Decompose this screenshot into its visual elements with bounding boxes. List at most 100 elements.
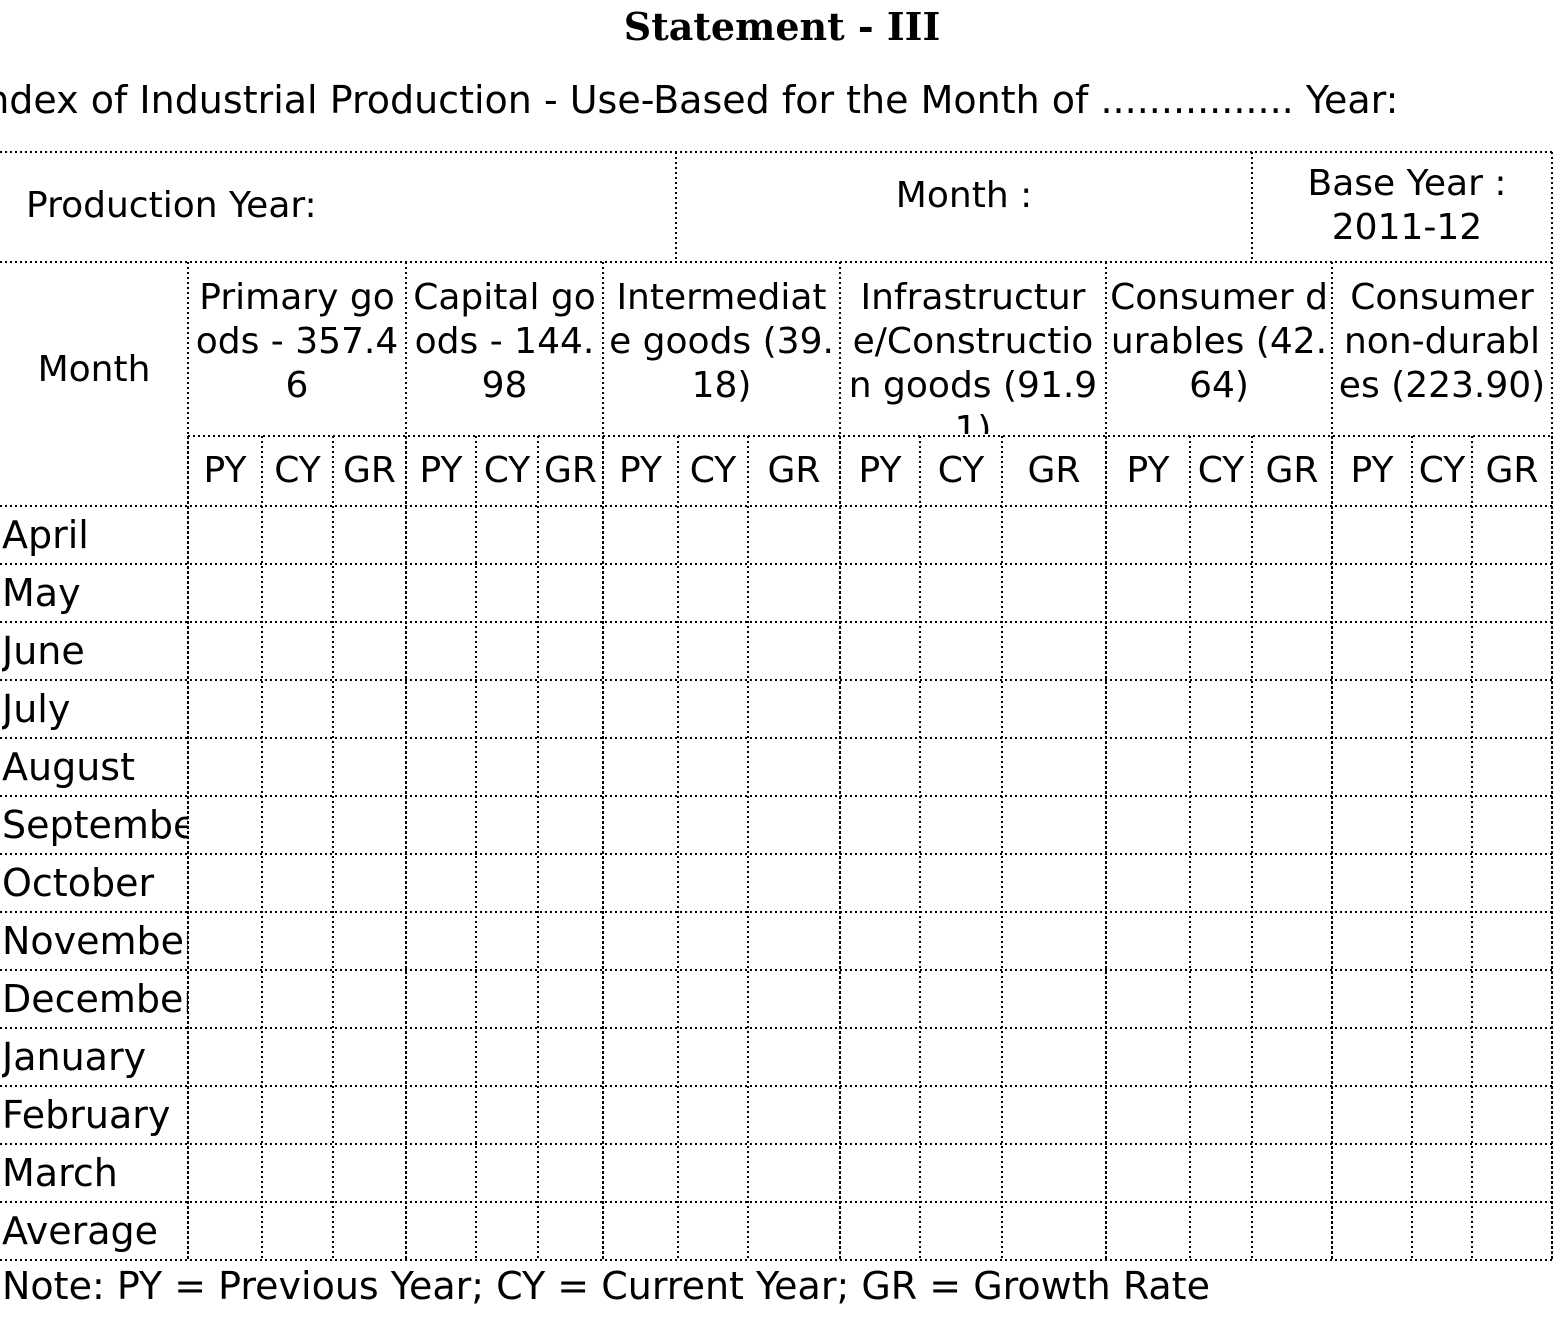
data-cell[interactable]	[476, 970, 538, 1028]
data-cell[interactable]	[1106, 912, 1190, 970]
data-cell[interactable]	[1106, 854, 1190, 912]
data-cell[interactable]	[920, 796, 1002, 854]
data-cell[interactable]	[262, 854, 333, 912]
data-cell[interactable]	[1106, 506, 1190, 564]
data-cell[interactable]	[840, 1144, 920, 1202]
data-cell[interactable]	[406, 970, 476, 1028]
data-cell[interactable]	[262, 738, 333, 796]
data-cell[interactable]	[333, 970, 406, 1028]
data-cell[interactable]	[603, 796, 678, 854]
data-cell[interactable]	[188, 1028, 262, 1086]
data-cell[interactable]	[538, 506, 603, 564]
data-cell[interactable]	[406, 1144, 476, 1202]
data-cell[interactable]	[603, 854, 678, 912]
data-cell[interactable]	[920, 854, 1002, 912]
data-cell[interactable]	[1002, 738, 1106, 796]
data-cell[interactable]	[603, 1028, 678, 1086]
data-cell[interactable]	[538, 970, 603, 1028]
data-cell[interactable]	[1002, 854, 1106, 912]
data-cell[interactable]	[678, 796, 748, 854]
data-cell[interactable]	[333, 1202, 406, 1260]
data-cell[interactable]	[1412, 1144, 1472, 1202]
data-cell[interactable]	[678, 506, 748, 564]
data-cell[interactable]	[678, 680, 748, 738]
data-cell[interactable]	[1412, 970, 1472, 1028]
data-cell[interactable]	[748, 1086, 840, 1144]
data-cell[interactable]	[1332, 854, 1412, 912]
data-cell[interactable]	[748, 564, 840, 622]
data-cell[interactable]	[1472, 506, 1552, 564]
data-cell[interactable]	[1002, 622, 1106, 680]
data-cell[interactable]	[920, 1086, 1002, 1144]
data-cell[interactable]	[1002, 506, 1106, 564]
data-cell[interactable]	[1002, 680, 1106, 738]
data-cell[interactable]	[1332, 506, 1412, 564]
data-cell[interactable]	[920, 970, 1002, 1028]
data-cell[interactable]	[333, 1144, 406, 1202]
data-cell[interactable]	[538, 680, 603, 738]
data-cell[interactable]	[1252, 912, 1332, 970]
data-cell[interactable]	[1106, 1028, 1190, 1086]
data-cell[interactable]	[476, 680, 538, 738]
data-cell[interactable]	[262, 506, 333, 564]
data-cell[interactable]	[1106, 738, 1190, 796]
data-cell[interactable]	[840, 796, 920, 854]
data-cell[interactable]	[1002, 970, 1106, 1028]
data-cell[interactable]	[188, 680, 262, 738]
data-cell[interactable]	[333, 796, 406, 854]
data-cell[interactable]	[603, 506, 678, 564]
data-cell[interactable]	[1472, 564, 1552, 622]
data-cell[interactable]	[333, 1086, 406, 1144]
data-cell[interactable]	[538, 1144, 603, 1202]
data-cell[interactable]	[748, 622, 840, 680]
data-cell[interactable]	[1106, 1202, 1190, 1260]
data-cell[interactable]	[1106, 1144, 1190, 1202]
data-cell[interactable]	[406, 564, 476, 622]
data-cell[interactable]	[920, 622, 1002, 680]
data-cell[interactable]	[1412, 622, 1472, 680]
data-cell[interactable]	[262, 680, 333, 738]
data-cell[interactable]	[840, 1202, 920, 1260]
data-cell[interactable]	[333, 680, 406, 738]
data-cell[interactable]	[1190, 1086, 1252, 1144]
data-cell[interactable]	[920, 912, 1002, 970]
data-cell[interactable]	[406, 1202, 476, 1260]
data-cell[interactable]	[333, 854, 406, 912]
data-cell[interactable]	[1412, 680, 1472, 738]
data-cell[interactable]	[1252, 738, 1332, 796]
data-cell[interactable]	[406, 912, 476, 970]
data-cell[interactable]	[333, 738, 406, 796]
data-cell[interactable]	[333, 564, 406, 622]
data-cell[interactable]	[188, 564, 262, 622]
data-cell[interactable]	[1472, 738, 1552, 796]
data-cell[interactable]	[188, 854, 262, 912]
data-cell[interactable]	[920, 1028, 1002, 1086]
data-cell[interactable]	[262, 796, 333, 854]
data-cell[interactable]	[1190, 1144, 1252, 1202]
data-cell[interactable]	[1332, 622, 1412, 680]
data-cell[interactable]	[476, 564, 538, 622]
data-cell[interactable]	[920, 506, 1002, 564]
data-cell[interactable]	[840, 738, 920, 796]
data-cell[interactable]	[1252, 796, 1332, 854]
data-cell[interactable]	[603, 738, 678, 796]
data-cell[interactable]	[1190, 854, 1252, 912]
data-cell[interactable]	[1332, 1028, 1412, 1086]
data-cell[interactable]	[262, 622, 333, 680]
data-cell[interactable]	[748, 796, 840, 854]
data-cell[interactable]	[1412, 1202, 1472, 1260]
data-cell[interactable]	[1332, 1144, 1412, 1202]
data-cell[interactable]	[748, 854, 840, 912]
data-cell[interactable]	[188, 1086, 262, 1144]
data-cell[interactable]	[476, 1202, 538, 1260]
data-cell[interactable]	[538, 738, 603, 796]
data-cell[interactable]	[603, 564, 678, 622]
data-cell[interactable]	[603, 622, 678, 680]
data-cell[interactable]	[1002, 1144, 1106, 1202]
data-cell[interactable]	[1190, 506, 1252, 564]
data-cell[interactable]	[1002, 1086, 1106, 1144]
data-cell[interactable]	[188, 970, 262, 1028]
data-cell[interactable]	[603, 1144, 678, 1202]
data-cell[interactable]	[333, 1028, 406, 1086]
data-cell[interactable]	[748, 738, 840, 796]
